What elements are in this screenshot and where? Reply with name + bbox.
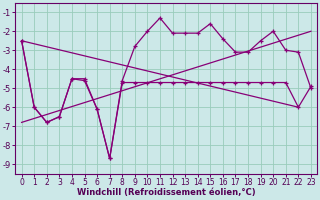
X-axis label: Windchill (Refroidissement éolien,°C): Windchill (Refroidissement éolien,°C) (77, 188, 256, 197)
